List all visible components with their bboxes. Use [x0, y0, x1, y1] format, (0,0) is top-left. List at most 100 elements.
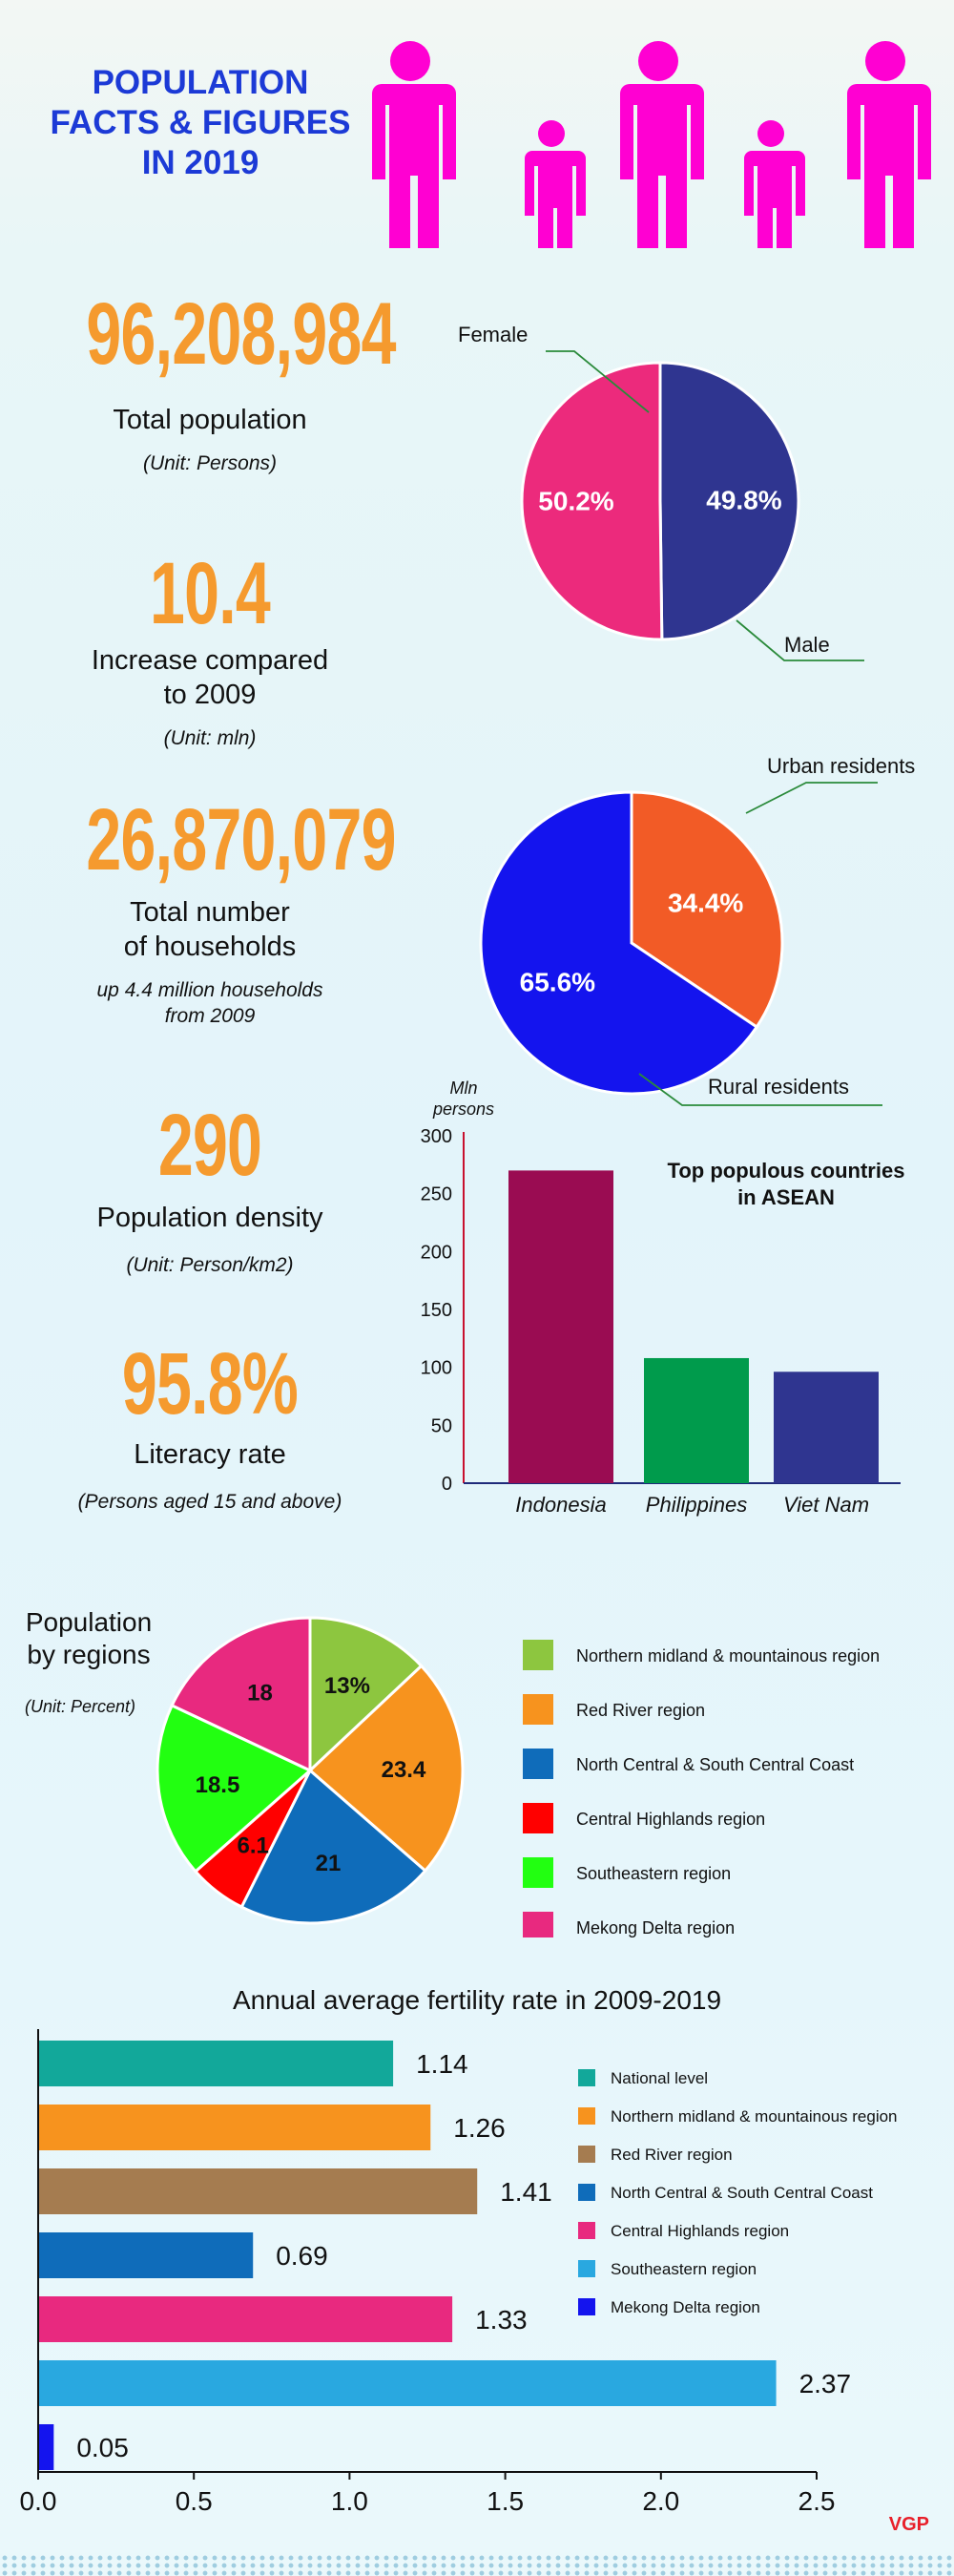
- bar-value-mekong-delta-region: 0.05: [76, 2433, 129, 2462]
- page-title: POPULATION FACTS & FIGURES IN 2019: [48, 63, 353, 183]
- pie-label-mekong-delta-region: 18: [247, 1680, 273, 1706]
- stat-label-line-2: to 2009: [163, 680, 257, 710]
- stat-literacy: 95.8% Literacy rate (Persons aged 15 and…: [19, 1336, 401, 1515]
- stat-total-population: 96,208,984 Total population (Unit: Perso…: [38, 286, 396, 476]
- bar-red-river-region: [38, 2168, 478, 2214]
- dotted-footer-band: [0, 2554, 954, 2576]
- title-line-1: POPULATION: [92, 64, 309, 101]
- stat-note-line-1: up 4.4 million households: [96, 979, 323, 1001]
- pie-slice-urban-residents: [630, 790, 784, 1030]
- ylabel-line-2: persons: [432, 1100, 494, 1119]
- bar-viet-nam: [774, 1372, 879, 1483]
- pie-label-red-river-region: 23.4: [382, 1757, 426, 1783]
- stat-note: (Unit: Person/km2): [126, 1254, 294, 1276]
- stat-value: 290: [157, 1097, 262, 1194]
- legend-swatch-northern-midland-mountainous-region: [523, 1640, 553, 1670]
- urban-callout-line: [745, 782, 878, 814]
- bar-southeastern-region: [38, 2360, 777, 2406]
- legend-label-red-river-region: Red River region: [576, 1701, 705, 1720]
- legend-swatch-northern-midland-mountainous-region: [578, 2107, 595, 2125]
- legend-label-north-central-south-central-coast: North Central & South Central Coast: [576, 1755, 854, 1774]
- y-tick-label: 300: [421, 1126, 452, 1147]
- regions-title-line-1: Population: [25, 1607, 153, 1637]
- pie-slice-rural-residents: [479, 790, 759, 1096]
- y-tick-label: 100: [421, 1358, 452, 1379]
- legend-label-central-highlands-region: Central Highlands region: [576, 1810, 765, 1829]
- male-callout-label: Male: [784, 633, 830, 657]
- stat-density: 290 Population density (Unit: Person/km2…: [38, 1098, 382, 1278]
- legend-label-southeastern-region: Southeastern region: [576, 1864, 731, 1883]
- regions-subtitle: (Unit: Percent): [25, 1697, 136, 1716]
- bar-north-central-south-central-coast: [38, 2232, 254, 2278]
- bar-philippines: [644, 1357, 749, 1483]
- y-tick-label: 250: [421, 1184, 452, 1205]
- y-tick-label: 200: [421, 1242, 452, 1263]
- bar-value-red-river-region: 1.41: [500, 2177, 552, 2207]
- legend-label-north-central-south-central-coast: North Central & South Central Coast: [611, 2184, 873, 2202]
- legend-label-northern-midland-mountainous-region: Northern midland & mountainous region: [576, 1646, 880, 1665]
- rural-callout-label: Rural residents: [708, 1075, 849, 1099]
- stat-note-line-2: from 2009: [164, 1005, 256, 1027]
- stat-label-line-2: of households: [123, 932, 297, 962]
- legend-swatch-southeastern-region: [578, 2260, 595, 2277]
- pie-slice-north-central-south-central-coast: [239, 1768, 427, 1925]
- pie-slice-southeastern-region: [156, 1703, 313, 1874]
- stat-value: 95.8%: [121, 1335, 299, 1433]
- pie-label-northern-midland-mountainous-region: 13%: [324, 1673, 370, 1699]
- x-tick-label: 2.5: [798, 2486, 836, 2516]
- pie-slice-male: [658, 361, 800, 641]
- female-callout-label: Female: [458, 323, 528, 346]
- title-line-2: FACTS & FIGURES: [50, 104, 351, 141]
- ylabel-text-1: Mln: [449, 1079, 477, 1098]
- family-figures-icon: [372, 41, 931, 248]
- x-tick-label-philippines: Philippines: [646, 1493, 747, 1517]
- bar-mekong-delta-region: [38, 2424, 54, 2470]
- pie-label-central-highlands-region: 6.1: [237, 1833, 268, 1859]
- legend-swatch-north-central-south-central-coast: [523, 1749, 553, 1779]
- x-tick-label: 0.0: [20, 2486, 57, 2516]
- stat-increase: 10.4 Increase compared to 2009 (Unit: ml…: [38, 546, 382, 751]
- bar-value-northern-midland-mountainous-region: 1.26: [453, 2113, 506, 2143]
- residence-pie-chart: 34.4% 65.6% Urban residents Rural residen…: [479, 754, 915, 1106]
- asean-title-line-2: in ASEAN: [737, 1185, 835, 1209]
- pie-label-female: 50.2%: [538, 487, 613, 516]
- bar-value-central-highlands-region: 1.33: [475, 2305, 528, 2335]
- bar-value-national-level: 1.14: [416, 2049, 468, 2079]
- legend-label-northern-midland-mountainous-region: Northern midland & mountainous region: [611, 2107, 898, 2126]
- legend-swatch-red-river-region: [578, 2146, 595, 2163]
- stat-note: (Unit: mln): [163, 727, 257, 749]
- stat-label-line-1: Total number: [130, 897, 290, 928]
- asean-title-line-1: Top populous countries: [668, 1159, 905, 1183]
- ylabel-text-2: persons: [432, 1100, 494, 1119]
- pie-label-urban-residents: 34.4%: [668, 889, 743, 918]
- x-tick-label-viet-nam: Viet Nam: [783, 1493, 869, 1517]
- legend-swatch-mekong-delta-region: [523, 1912, 553, 1937]
- y-tick-label: 50: [431, 1415, 452, 1436]
- stat-value: 26,870,079: [86, 791, 396, 889]
- stat-note: (Persons aged 15 and above): [77, 1491, 342, 1513]
- bar-indonesia: [508, 1170, 613, 1483]
- pie-slice-female: [520, 361, 664, 641]
- y-tick-label: 0: [442, 1474, 452, 1495]
- stat-label-line-1: Increase compared: [91, 645, 329, 676]
- female-callout-line: [546, 350, 650, 413]
- legend-label-mekong-delta-region: Mekong Delta region: [611, 2298, 760, 2316]
- asean-bar-chart: Mln persons Top populous countries in AS…: [421, 1079, 905, 1517]
- pie-slice-red-river-region: [307, 1664, 465, 1874]
- regions-legend: Northern midland & mountainous region Red…: [523, 1640, 880, 1937]
- x-tick-label: 0.5: [176, 2486, 213, 2516]
- stat-label: Total population: [113, 405, 307, 435]
- urban-callout-label: Urban residents: [767, 754, 915, 778]
- pie-label-male: 49.8%: [706, 485, 781, 514]
- pie-slice-northern-midland-mountainous-region: [308, 1616, 424, 1774]
- legend-label-mekong-delta-region: Mekong Delta region: [576, 1918, 735, 1937]
- x-tick-label: 2.0: [642, 2486, 679, 2516]
- bar-central-highlands-region: [38, 2296, 453, 2342]
- y-tick-label: 150: [421, 1300, 452, 1321]
- legend-swatch-national-level: [578, 2069, 595, 2086]
- legend-swatch-red-river-region: [523, 1694, 553, 1725]
- pie-label-southeastern-region: 18.5: [196, 1772, 240, 1798]
- regions-pie-chart: 13% 23.4 21 6.1 18.5 18: [156, 1616, 465, 1925]
- pie-slice-mekong-delta-region: [170, 1616, 312, 1773]
- stat-note: (Unit: Persons): [142, 452, 278, 474]
